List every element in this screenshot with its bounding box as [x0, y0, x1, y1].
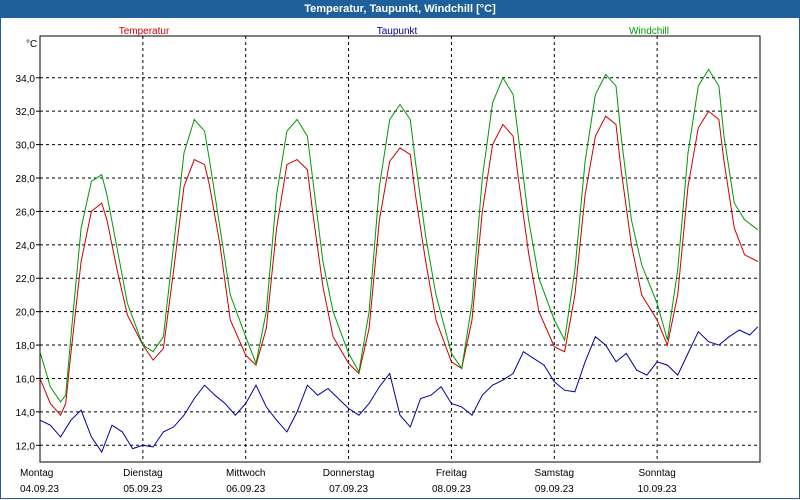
x-tick-weekday: Freitag — [436, 468, 467, 479]
x-tick-labels: Montag 04.09.23 Dienstag 05.09.23 Mittwoch 06… — [20, 468, 677, 495]
series-lines — [39, 68, 759, 454]
y-tick-label: 24,0 — [16, 241, 36, 252]
x-tick-date: 08.09.23 — [432, 484, 471, 495]
y-tick-label: 32,0 — [16, 107, 36, 118]
x-tick-weekday: Dienstag — [123, 468, 162, 479]
chart-frame — [0, 18, 800, 499]
series-line-windchill — [39, 68, 759, 403]
x-tick-weekday: Montag — [20, 468, 53, 479]
series-line-temperatur — [39, 110, 759, 417]
y-tick-label: 26,0 — [16, 207, 36, 218]
y-tick-label: 20,0 — [16, 308, 36, 319]
y-tick-label: 22,0 — [16, 274, 36, 285]
y-axis-label: °C — [26, 39, 37, 50]
chart-title: Temperatur, Taupunkt, Windchill [°C] — [0, 0, 800, 18]
series-line-taupunkt — [39, 326, 759, 454]
legend-entry-taupunkt: Taupunkt — [377, 26, 418, 37]
x-tick-date: 05.09.23 — [123, 484, 162, 495]
plot-area — [39, 35, 761, 463]
x-tick-date: 09.09.23 — [535, 484, 574, 495]
legend-entry-windchill: Windchill — [629, 26, 669, 37]
y-tick-label: 14,0 — [16, 408, 36, 419]
x-tick-weekday: Donnerstag — [323, 468, 375, 479]
y-tick-label: 28,0 — [16, 174, 36, 185]
x-tick-weekday: Mittwoch — [226, 468, 265, 479]
x-tick-weekday: Samstag — [535, 468, 574, 479]
x-tick-date: 07.09.23 — [329, 484, 368, 495]
y-tick-label: 30,0 — [16, 141, 36, 152]
y-tick-label: 34,0 — [16, 74, 36, 85]
x-tick-weekday: Sonntag — [639, 468, 676, 479]
x-tick-date: 10.09.23 — [638, 484, 677, 495]
legend-entry-temperatur: Temperatur — [119, 26, 170, 37]
y-tick-label: 18,0 — [16, 341, 36, 352]
grid-lines — [40, 36, 760, 462]
y-tick-labels: 12,0 14,0 16,0 18,0 20,0 22,0 24,0 26,0 28,0 30,0… — [16, 74, 40, 452]
legend: Temperatur Taupunkt Windchill — [119, 26, 669, 37]
y-tick-label: 12,0 — [16, 441, 36, 452]
x-tick-date: 06.09.23 — [226, 484, 265, 495]
x-tick-date: 04.09.23 — [20, 484, 59, 495]
y-tick-label: 16,0 — [16, 374, 36, 385]
